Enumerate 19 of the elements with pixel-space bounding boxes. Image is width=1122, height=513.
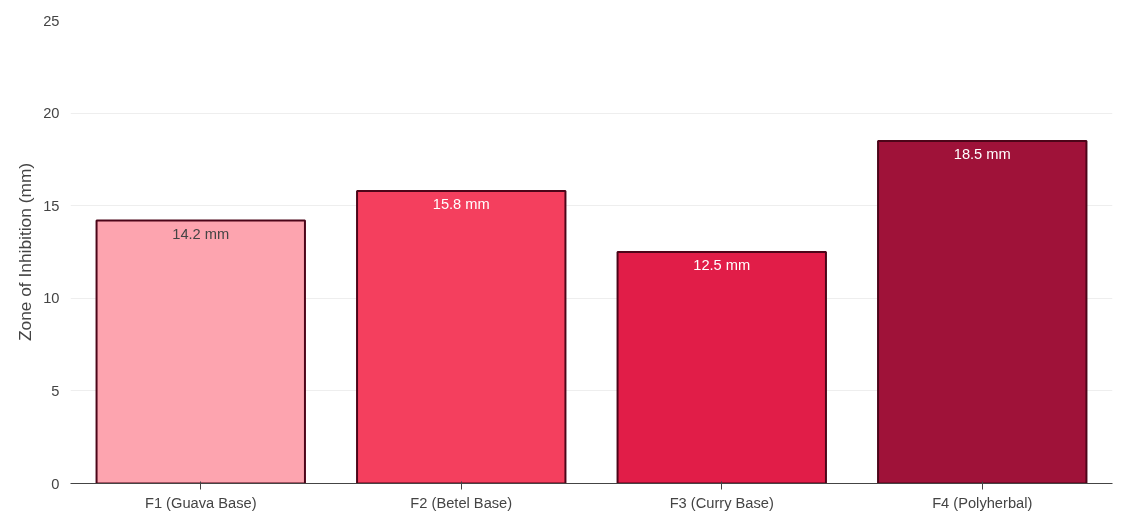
x-tick-label: F1 (Guava Base) [144, 494, 257, 511]
data-label: 12.5 mm [693, 257, 751, 273]
bar [616, 251, 827, 484]
bar [356, 189, 567, 484]
bar [95, 219, 306, 484]
y-axis-title: Zone of Inhibition (mm) [15, 162, 36, 342]
y-tick-label: 25 [43, 12, 60, 29]
y-tick-label: 15 [43, 197, 60, 214]
x-tick-label: F3 (Curry Base) [669, 494, 774, 511]
x-tick-label: F4 (Polyherbal) [932, 494, 1033, 511]
data-label: 14.2 mm [172, 225, 230, 242]
bar [877, 139, 1088, 484]
y-tick-label: 5 [51, 382, 60, 399]
data-label: 18.5 mm [953, 145, 1011, 162]
y-tick-label: 0 [51, 475, 60, 492]
y-tick-label: 10 [43, 290, 60, 307]
x-tick-label: F2 (Betel Base) [410, 494, 513, 511]
data-label: 15.8 mm [432, 195, 490, 212]
y-tick-label: 20 [43, 105, 60, 122]
